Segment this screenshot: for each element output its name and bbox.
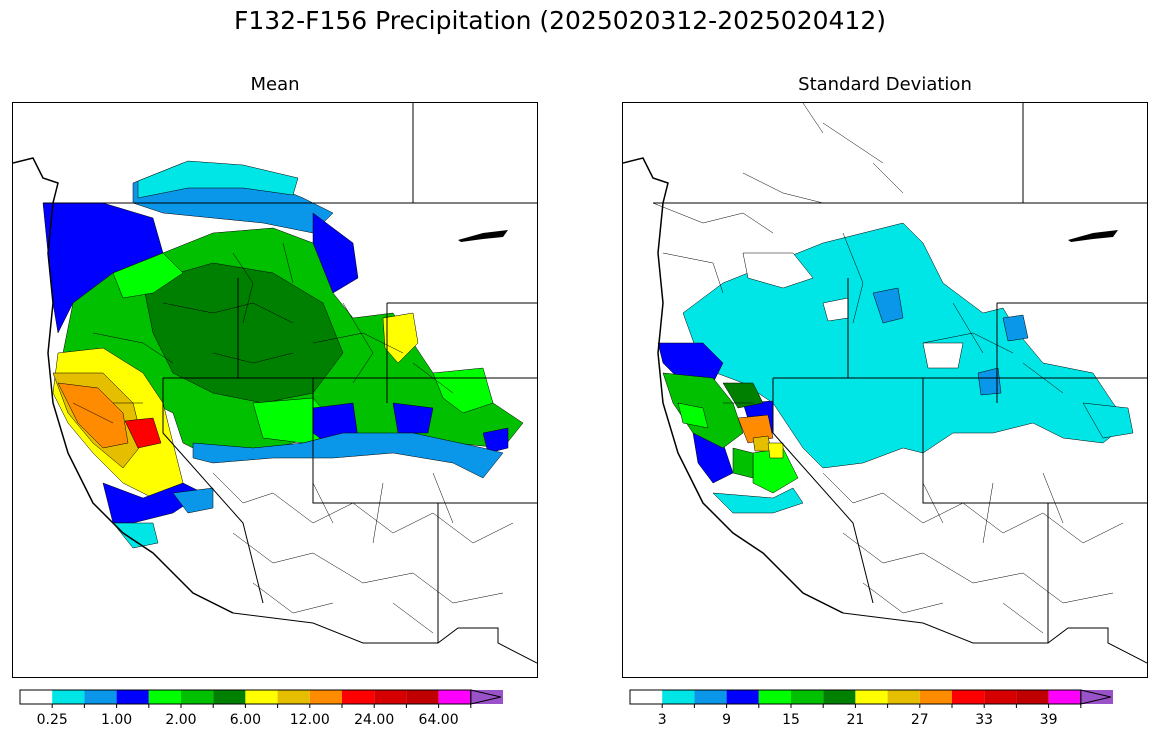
colorbar-tick-label: 15: [782, 712, 800, 728]
colorbar-swatch: [342, 690, 375, 704]
colorbar-swatch: [84, 690, 117, 704]
colorbar-swatch: [694, 690, 727, 704]
colorbar-swatch: [758, 690, 791, 704]
mean-lake: [458, 230, 508, 242]
colorbar-tick-label: 9: [722, 712, 732, 728]
colorbar-swatch: [791, 690, 824, 704]
colorbar-swatch: [1016, 690, 1049, 704]
stddev-regions: [657, 222, 1134, 514]
map-mean-svg: [13, 103, 537, 664]
mean-regions: [42, 160, 524, 549]
colorbar-swatch: [309, 690, 342, 704]
colorbar-swatch: [245, 690, 278, 704]
stddev-coastline: [623, 157, 844, 614]
colorbar-tick-label: 21: [846, 712, 865, 728]
colorbar-swatch: [662, 690, 695, 704]
colorbar-tick-label: 6.00: [229, 712, 261, 728]
colorbar-swatch: [438, 690, 471, 704]
map-mean: [12, 102, 538, 678]
stddev-borders: [653, 103, 1147, 664]
colorbar-swatch: [855, 690, 888, 704]
colorbar-mean-svg: [19, 689, 503, 708]
colorbar-tick-label: 33: [975, 712, 994, 728]
panel-title-stddev: Standard Deviation: [798, 74, 972, 95]
colorbar-stddev: [629, 689, 1140, 708]
map-stddev-svg: [623, 103, 1147, 664]
colorbar-swatch: [406, 690, 439, 704]
colorbar-swatch: [213, 690, 246, 704]
mean-borders: [43, 103, 537, 664]
figure-title: F132-F156 Precipitation (2025020312-2025…: [233, 6, 886, 35]
colorbar-swatch: [52, 690, 85, 704]
colorbar-tick-label: 27: [910, 712, 929, 728]
colorbar-tick-label: 1.00: [101, 712, 133, 728]
colorbar-swatch: [148, 690, 181, 704]
colorbar-swatch: [181, 690, 214, 704]
colorbar-tick-label: 12.00: [289, 712, 330, 728]
mean-coastline: [13, 157, 234, 614]
colorbar-tick-label: 64.00: [418, 712, 459, 728]
colorbar-tick-label: 0.25: [36, 712, 68, 728]
panel-title-mean: Mean: [250, 74, 300, 95]
map-stddev: [622, 102, 1148, 678]
colorbar-stddev-svg: [629, 689, 1113, 708]
colorbar-swatch: [20, 690, 53, 704]
colorbar-swatch: [823, 690, 856, 704]
colorbar-swatch: [726, 690, 759, 704]
colorbar-mean: [19, 689, 530, 708]
stddev-lake: [1068, 230, 1118, 242]
colorbar-tick-label: 2.00: [165, 712, 197, 728]
colorbar-swatch: [984, 690, 1017, 704]
colorbar-swatch: [919, 690, 952, 704]
colorbar-tick-label: 24.00: [354, 712, 395, 728]
colorbar-swatch: [887, 690, 920, 704]
colorbar-swatch: [374, 690, 407, 704]
colorbar-tick-label: 39: [1039, 712, 1058, 728]
colorbar-swatch: [1048, 690, 1081, 704]
colorbar-swatch: [630, 690, 663, 704]
colorbar-swatch: [277, 690, 310, 704]
colorbar-tick-label: 3: [657, 712, 667, 728]
colorbar-swatch: [116, 690, 149, 704]
colorbar-swatch: [952, 690, 985, 704]
